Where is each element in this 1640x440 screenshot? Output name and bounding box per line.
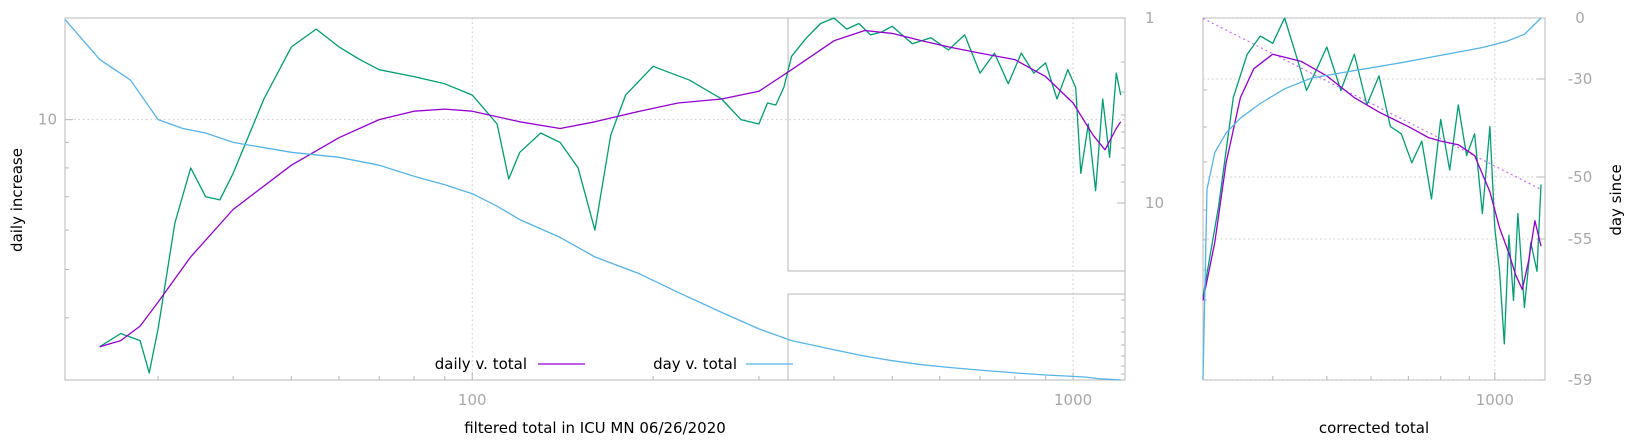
right-y-axis-label: day since xyxy=(1607,164,1625,235)
inset-tick-label: 10 xyxy=(1145,194,1164,212)
right-grid xyxy=(1203,17,1545,381)
right-y-tick-label: -59 xyxy=(1568,371,1593,389)
left-y-tick-label: 10 xyxy=(38,111,57,129)
left-series-raw-line xyxy=(99,17,1122,374)
right-y-tick-label: -55 xyxy=(1568,230,1593,248)
left-plot-frame xyxy=(64,17,1126,381)
legend-label-day: day v. total xyxy=(653,355,737,373)
right-x-axis-label: corrected total xyxy=(1319,419,1429,437)
left-series-group xyxy=(64,17,1122,381)
right-ticks: 1000 0 -30 -50 -55 -59 xyxy=(1203,9,1592,409)
left-x-axis-label: filtered total in ICU MN 06/26/2020 xyxy=(464,419,726,437)
right-series-day-line xyxy=(1202,17,1542,381)
left-panel: 100 1000 10 1 10 filtered total in ICU MN 06… xyxy=(8,9,1164,437)
right-series-group xyxy=(1202,17,1542,381)
right-series-raw-line xyxy=(1202,17,1542,345)
left-series-daily-line xyxy=(99,29,1122,348)
inset-frame-upper xyxy=(787,17,1126,272)
right-panel: 1000 0 -30 -50 -55 -59 corrected total day si… xyxy=(1202,9,1625,437)
left-series-day-line xyxy=(64,18,1121,381)
left-grid xyxy=(65,18,1125,380)
left-y-axis-label: daily increase xyxy=(8,148,26,252)
left-x-tick-label: 100 xyxy=(458,391,487,409)
right-x-tick-label: 1000 xyxy=(1476,391,1514,409)
left-ticks: 100 1000 10 1 10 xyxy=(38,9,1164,409)
legend-label-daily: daily v. total xyxy=(435,355,527,373)
inset-tick-label: 1 xyxy=(1145,9,1155,27)
right-series-reference-line xyxy=(1202,17,1542,190)
left-x-tick-label: 1000 xyxy=(1054,391,1092,409)
legend: daily v. total day v. total xyxy=(435,355,793,373)
right-y-tick-label: -50 xyxy=(1568,168,1593,186)
inset-frame-lower xyxy=(787,293,1126,381)
right-series-smoothed-line xyxy=(1202,53,1542,301)
right-y-tick-label: 0 xyxy=(1575,9,1585,27)
right-y-tick-label: -30 xyxy=(1568,70,1593,88)
